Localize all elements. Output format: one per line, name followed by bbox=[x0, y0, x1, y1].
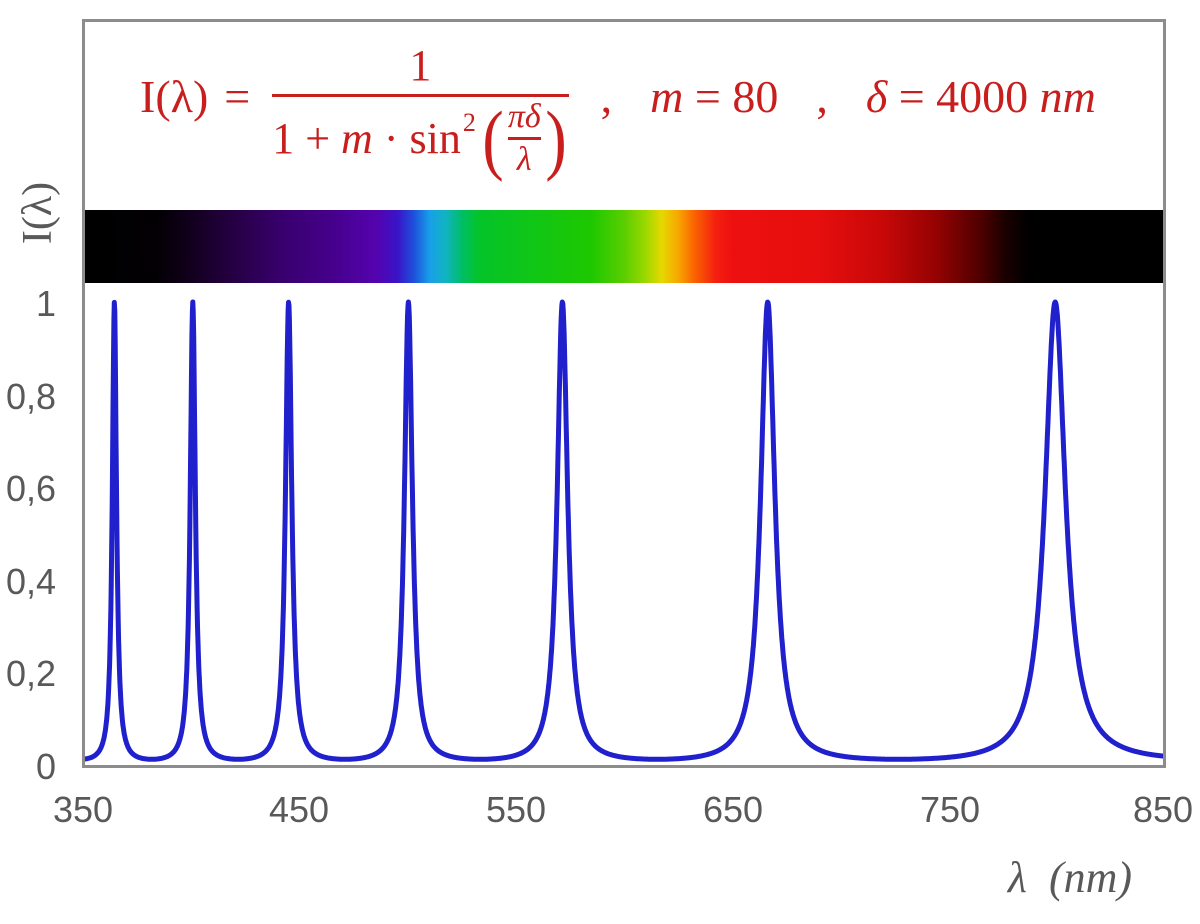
airy-function-line bbox=[85, 299, 1163, 762]
sin-exponent: 2 bbox=[462, 107, 476, 137]
den-var-m: m bbox=[341, 113, 373, 163]
inner-numerator: πδ bbox=[507, 98, 541, 136]
den-sin: · sin bbox=[372, 113, 461, 163]
comma-separator: , bbox=[816, 70, 828, 122]
x-tick-label: 450 bbox=[268, 789, 330, 830]
intensity-curve bbox=[85, 299, 1163, 762]
formula-annotation: I(λ) = 1 1 + m · sin 2 ( πδ λ ) , m = 80… bbox=[140, 28, 1096, 192]
x-tick-label: 550 bbox=[485, 789, 547, 830]
y-tick-label: 0,2 bbox=[5, 653, 56, 694]
param-delta-var: δ bbox=[865, 70, 888, 122]
y-tick-label: 0 bbox=[35, 746, 56, 787]
formula-fraction: 1 1 + m · sin 2 ( πδ λ ) bbox=[272, 41, 569, 182]
y-tick-label: 0,4 bbox=[5, 561, 56, 602]
plot-area-border bbox=[82, 19, 1166, 768]
inner-fraction: πδ λ bbox=[507, 98, 541, 178]
param-delta-unit: nm bbox=[1039, 70, 1096, 122]
formula-equals: = bbox=[224, 70, 251, 122]
param-delta: δ = 4000 nm bbox=[866, 70, 1096, 123]
formula-lhs: I(λ) bbox=[140, 70, 209, 122]
fraction-denominator: 1 + m · sin 2 ( πδ λ ) bbox=[272, 94, 568, 182]
y-tick-label: 0,6 bbox=[5, 468, 56, 509]
x-tick-label: 650 bbox=[702, 789, 764, 830]
y-axis-title: I(λ) bbox=[15, 181, 61, 245]
x-tick-label: 350 bbox=[52, 789, 114, 830]
visible-spectrum-bar bbox=[85, 210, 1163, 283]
param-m-value: = 80 bbox=[683, 70, 779, 122]
comma-separator: , bbox=[600, 70, 613, 122]
x-tick-label: 750 bbox=[919, 789, 981, 830]
inner-fraction-bar bbox=[507, 137, 541, 140]
param-m: m = 80 bbox=[650, 70, 778, 123]
x-axis-title: λ (nm) bbox=[1007, 853, 1133, 902]
den-text: 1 + bbox=[272, 113, 342, 163]
y-tick-label: 1 bbox=[35, 283, 56, 324]
close-paren: ) bbox=[544, 94, 567, 182]
fraction-numerator: 1 bbox=[409, 41, 432, 91]
inner-denominator: λ bbox=[516, 140, 532, 178]
param-m-var: m bbox=[650, 70, 684, 122]
y-tick-label: 0,8 bbox=[5, 376, 56, 417]
fraction-bar bbox=[272, 94, 569, 98]
param-delta-value: = 4000 bbox=[887, 70, 1040, 122]
x-tick-label: 850 bbox=[1132, 789, 1194, 830]
open-paren: ( bbox=[482, 94, 504, 182]
